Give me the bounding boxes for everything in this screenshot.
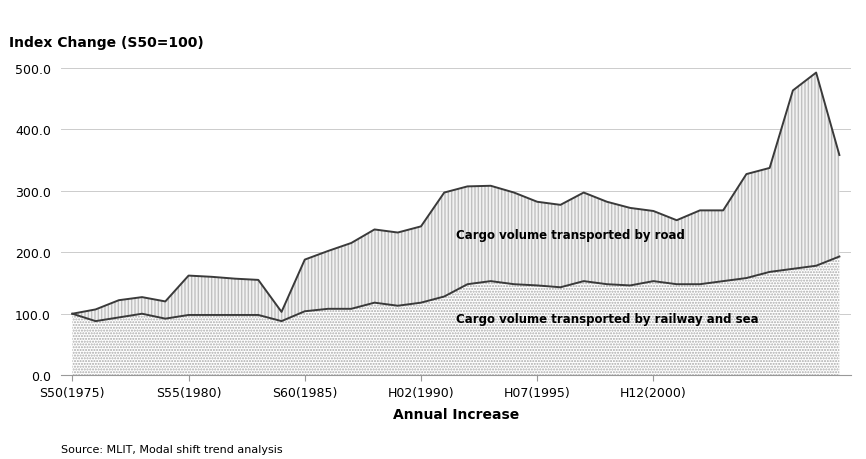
Text: Cargo volume transported by railway and sea: Cargo volume transported by railway and … bbox=[456, 313, 759, 325]
Text: Index Change (S50=100): Index Change (S50=100) bbox=[10, 36, 204, 50]
Text: Cargo volume transported by road: Cargo volume transported by road bbox=[456, 229, 685, 242]
X-axis label: Annual Increase: Annual Increase bbox=[393, 407, 519, 421]
Text: Source: MLIT, Modal shift trend analysis: Source: MLIT, Modal shift trend analysis bbox=[61, 444, 282, 454]
